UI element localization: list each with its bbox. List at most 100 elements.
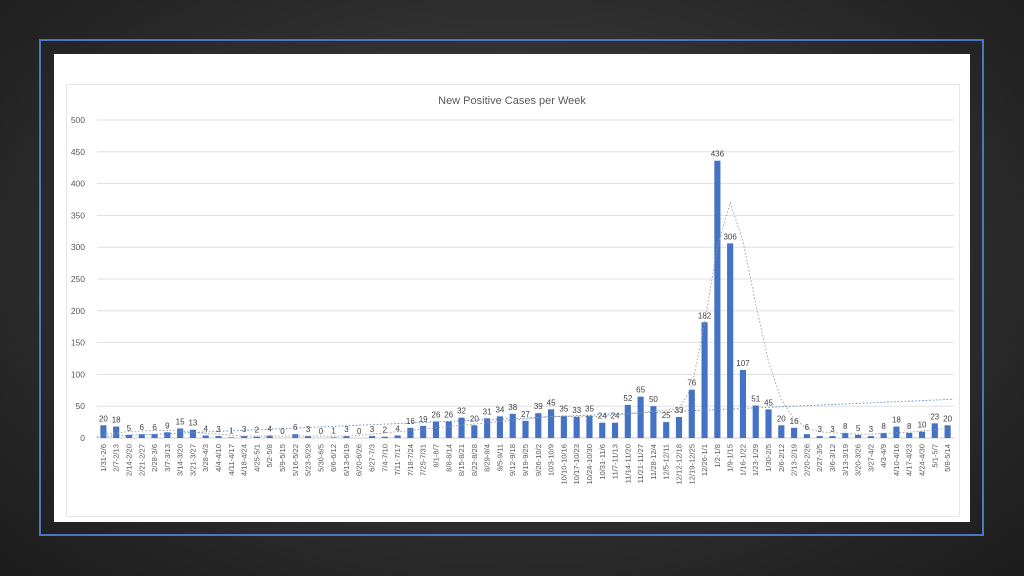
x-tick-label: 2/20-2/26 bbox=[802, 444, 811, 476]
data-label: 436 bbox=[711, 150, 725, 159]
bar bbox=[266, 435, 273, 438]
bar bbox=[599, 422, 606, 438]
bar bbox=[509, 413, 516, 438]
data-label: 16 bbox=[406, 417, 415, 426]
data-label: 26 bbox=[444, 410, 453, 419]
y-tick-label: 350 bbox=[71, 210, 85, 220]
linear-trendline bbox=[96, 398, 955, 438]
data-label: 16 bbox=[790, 417, 799, 426]
bar bbox=[420, 425, 427, 438]
bar bbox=[803, 434, 810, 438]
bar bbox=[535, 413, 542, 438]
data-label: 6 bbox=[152, 423, 157, 432]
data-label: 50 bbox=[649, 395, 658, 404]
data-label: 45 bbox=[764, 398, 773, 407]
data-label: 107 bbox=[736, 359, 750, 368]
x-tick-label: 2/13-2/19 bbox=[790, 444, 799, 476]
x-tick-label: 3/14-3/20 bbox=[176, 444, 185, 476]
x-tick-label: 8/22-8/28 bbox=[470, 444, 479, 476]
x-tick-label: 7/11-7/17 bbox=[393, 444, 402, 476]
bar bbox=[241, 436, 248, 438]
x-tick-label: 12/12-12/18 bbox=[674, 444, 683, 485]
data-label: 20 bbox=[943, 414, 952, 423]
data-label: 33 bbox=[572, 406, 581, 415]
data-label: 4 bbox=[203, 424, 208, 433]
data-label: 51 bbox=[751, 395, 760, 404]
bar bbox=[125, 434, 133, 438]
x-tick-label: 4/10-4/16 bbox=[892, 444, 901, 476]
data-label: 26 bbox=[432, 410, 441, 419]
bar bbox=[893, 426, 900, 438]
x-tick-label: 12/19-12/25 bbox=[687, 444, 696, 485]
bar bbox=[573, 417, 580, 438]
data-label: 45 bbox=[547, 398, 556, 407]
bar bbox=[752, 405, 759, 438]
bar bbox=[343, 436, 350, 438]
bar bbox=[471, 425, 478, 438]
data-label: 5 bbox=[856, 424, 861, 433]
x-tick-label: 5/16-5/22 bbox=[291, 444, 300, 476]
x-tick-label: 5/8-5/14 bbox=[943, 444, 952, 472]
bar bbox=[816, 436, 823, 438]
bar bbox=[292, 434, 299, 438]
bar bbox=[445, 421, 452, 438]
y-tick-label: 50 bbox=[76, 401, 86, 411]
x-tick-label: 4/3-4/9 bbox=[879, 444, 888, 468]
data-label: 1 bbox=[331, 426, 336, 435]
x-tick-label: 11/7-11/13 bbox=[611, 444, 620, 479]
x-tick-label: 2/14-2/20 bbox=[124, 444, 133, 476]
data-label: 3 bbox=[242, 425, 247, 434]
bar bbox=[688, 389, 695, 438]
bar bbox=[548, 409, 555, 438]
data-label: 19 bbox=[419, 415, 428, 424]
x-tick-label: 10/17-10/23 bbox=[572, 444, 581, 485]
bars bbox=[100, 160, 951, 438]
x-tick-label: 2/28-3/6 bbox=[150, 444, 159, 472]
x-tick-label: 6/13-6/19 bbox=[342, 444, 351, 476]
x-tick-label: 7/25-7/31 bbox=[419, 444, 428, 476]
x-tick-label: 7/18-7/24 bbox=[406, 444, 415, 476]
bar bbox=[906, 432, 913, 438]
x-tick-label: 9/19-9/25 bbox=[521, 444, 530, 476]
x-tick-label: 10/3-10/9 bbox=[547, 444, 556, 476]
data-label: 8 bbox=[907, 422, 912, 431]
x-tick-label: 10/10-10/16 bbox=[559, 444, 568, 485]
x-tick-label: 4/25-5/1 bbox=[252, 444, 261, 472]
x-tick-label: 5/23-5/29 bbox=[304, 444, 313, 476]
data-label: 306 bbox=[723, 232, 737, 241]
bar bbox=[650, 406, 657, 438]
bar bbox=[100, 425, 107, 438]
data-label: 20 bbox=[470, 414, 479, 423]
bar bbox=[496, 416, 503, 438]
y-tick-label: 200 bbox=[71, 306, 85, 316]
x-tick-label: 6/6-6/12 bbox=[329, 444, 338, 472]
x-tick-label: 8/8-8/14 bbox=[444, 444, 453, 472]
x-tick-label: 4/4-4/10 bbox=[214, 444, 223, 472]
x-tick-label: 11/14-11/20 bbox=[623, 444, 632, 483]
data-label: 8 bbox=[881, 422, 886, 431]
data-label: 35 bbox=[559, 405, 568, 414]
bar bbox=[202, 435, 209, 438]
data-label: 4 bbox=[267, 424, 272, 433]
bar bbox=[944, 425, 951, 438]
data-label: 3 bbox=[216, 425, 221, 434]
bar bbox=[880, 432, 887, 438]
y-tick-label: 300 bbox=[71, 242, 85, 252]
x-tick-label: 4/24-4/30 bbox=[918, 444, 927, 476]
x-tick-label: 8/1-8/7 bbox=[431, 444, 440, 468]
bar bbox=[215, 436, 222, 438]
bar bbox=[829, 436, 836, 438]
bar bbox=[164, 432, 171, 438]
moving-average-trendline bbox=[103, 201, 948, 437]
x-tick-label: 5/30-6/5 bbox=[316, 444, 325, 472]
data-label: 6 bbox=[805, 423, 810, 432]
data-label: 182 bbox=[698, 311, 712, 320]
bar bbox=[842, 432, 849, 438]
data-label: 2 bbox=[255, 426, 260, 435]
bar bbox=[663, 422, 670, 438]
data-label: 24 bbox=[598, 412, 607, 421]
data-label: 20 bbox=[777, 414, 786, 423]
data-label: 24 bbox=[611, 412, 620, 421]
chart-title: New Positive Cases per Week bbox=[438, 95, 586, 107]
data-label: 5 bbox=[127, 424, 132, 433]
